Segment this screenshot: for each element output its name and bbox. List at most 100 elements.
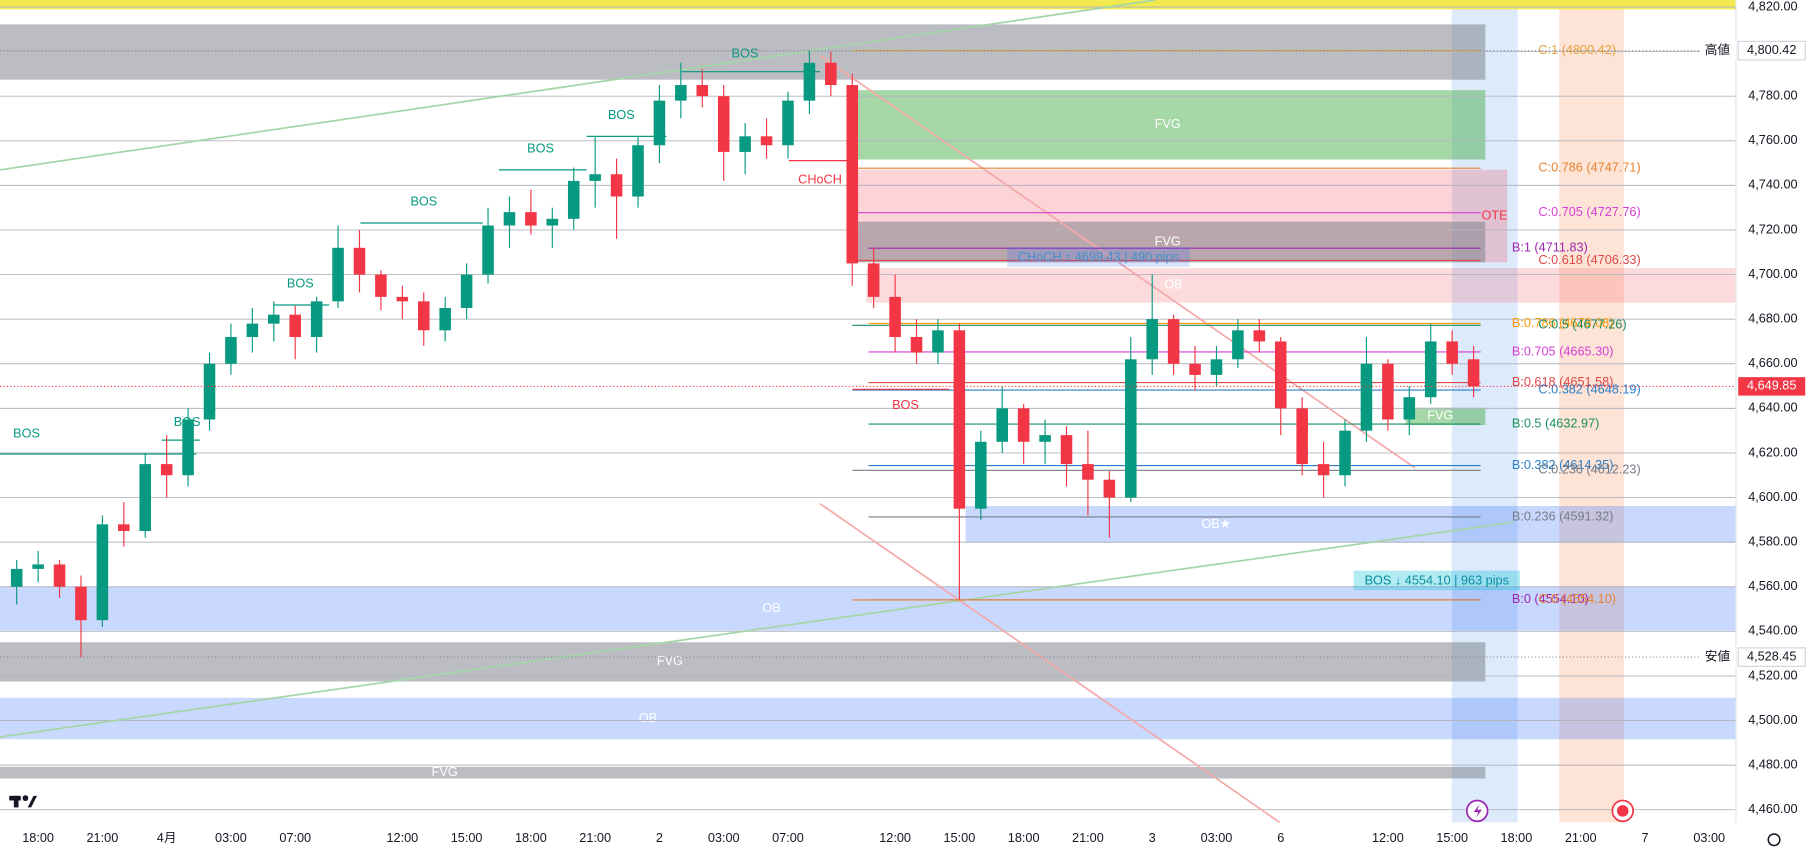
x-tick-label: 03:00	[215, 831, 247, 845]
x-tick-label: 15:00	[1436, 831, 1468, 845]
x-tick-label: 21:00	[87, 831, 119, 845]
candle-body	[225, 337, 237, 364]
y-tick-label: 4,520.00	[1748, 668, 1797, 682]
structure-label: BOS	[732, 47, 759, 61]
candle-body	[1403, 397, 1416, 420]
candle-body	[696, 85, 709, 97]
x-tick-label: 18:00	[22, 831, 54, 845]
zones: FVG OTE FVG OB OB★ OB FVG OB FVG FVG	[0, 24, 1736, 779]
trend-line	[819, 502, 1281, 824]
candle-body	[203, 363, 216, 420]
event-icon-glyph	[1473, 803, 1482, 818]
y-tick-label: 4,780.00	[1748, 89, 1797, 103]
fib-label: B:0.236 (4591.32)	[1512, 509, 1614, 523]
zone-label: OB	[1164, 278, 1182, 292]
zone-label: OTE	[1481, 208, 1507, 222]
structure-label: BOS	[287, 277, 314, 291]
marker-text: 高値	[1705, 42, 1731, 57]
grid	[0, 6, 1736, 811]
session-band	[1559, 0, 1624, 823]
info-box	[1007, 247, 1190, 267]
fib-label: C:1 (4800.42)	[1538, 43, 1616, 57]
candle-body	[1296, 408, 1308, 465]
y-tick-label: 4,580.00	[1748, 535, 1797, 549]
x-tick-label: 18:00	[1008, 831, 1040, 845]
candle-body	[268, 314, 280, 324]
candle-body	[460, 274, 473, 309]
candle-body	[1017, 408, 1030, 442]
settings-icon[interactable]	[1767, 833, 1781, 847]
x-tick-label: 07:00	[279, 831, 311, 845]
candle-body	[246, 323, 259, 338]
candle-body	[1146, 319, 1158, 360]
candle-body	[632, 145, 644, 197]
candle-body	[118, 524, 130, 531]
y-tick-label: 4,460.00	[1748, 802, 1797, 816]
x-tick-label: 21:00	[1072, 831, 1104, 845]
candle-body	[53, 564, 66, 587]
candles	[10, 50, 1480, 658]
x-tick-label: 6	[1277, 831, 1284, 845]
structure-label: CHoCH	[798, 173, 842, 187]
y-tick-label: 4,820.00	[1748, 0, 1797, 13]
zone-label: OB	[639, 711, 657, 725]
fib-label: C:0.786 (4747.71)	[1538, 161, 1640, 175]
fib-label: C:0 (4554.10)	[1538, 592, 1616, 606]
x-tick-label: 12:00	[879, 831, 911, 845]
marker-box	[1737, 40, 1806, 61]
y-tick-label: 4,620.00	[1748, 445, 1797, 459]
fib-label: C:0.236 (4612.23)	[1538, 463, 1640, 477]
candle-body	[953, 330, 966, 509]
event-icon-glyph	[1616, 805, 1629, 817]
candle-body	[289, 314, 301, 338]
fib-label: B:0.705 (4665.30)	[1512, 344, 1614, 358]
candle-body	[1232, 330, 1244, 360]
trend-line	[819, 54, 1416, 469]
x-tick-label: 15:00	[451, 831, 483, 845]
candle-body	[1317, 464, 1330, 476]
zone	[852, 221, 1486, 263]
x-tick-label: 03:00	[1201, 831, 1233, 845]
x-tick-label: 7	[1641, 831, 1648, 845]
zone	[0, 766, 1486, 779]
top-band	[0, 0, 1736, 10]
structure-label: BOS	[13, 427, 40, 441]
candle-body	[975, 441, 987, 509]
fib-label: C:0.705 (4727.76)	[1538, 205, 1640, 219]
fib-label: B:0.618 (4651.58)	[1512, 375, 1614, 389]
x-tick-label: 21:00	[579, 831, 611, 845]
fib-label: B:0 (4554.10)	[1512, 592, 1589, 606]
candle-body	[996, 408, 1009, 442]
price-axis	[1735, 0, 1811, 856]
candle-body	[310, 301, 323, 338]
candle-body	[1446, 341, 1458, 364]
zone	[0, 697, 1736, 740]
y-tick-label: 4,540.00	[1748, 624, 1797, 638]
candle-body	[1339, 430, 1351, 476]
candle-body	[803, 62, 816, 101]
candle-body	[96, 524, 109, 621]
zone	[852, 90, 1486, 160]
candle-body	[1210, 359, 1223, 375]
candle-body	[889, 296, 901, 338]
marker-label: 4,528.45	[1747, 649, 1796, 663]
x-tick-label: 18:00	[1501, 831, 1533, 845]
candle-body	[610, 174, 623, 197]
fib-label: B:0.382 (4614.35)	[1512, 458, 1614, 472]
zone-label: FVG	[1427, 409, 1453, 423]
candle-body	[1467, 359, 1480, 387]
y-tick-label: 4,720.00	[1748, 222, 1797, 236]
zone	[0, 586, 1736, 631]
structure-label: BOS	[410, 195, 437, 209]
candle-body	[439, 308, 451, 331]
fib-label: B:0.786 (4678.08)	[1512, 316, 1614, 330]
tradingview-logo	[9, 795, 37, 808]
zone-label: OB	[762, 601, 780, 615]
candle-body	[10, 568, 23, 587]
y-tick-label: 4,680.00	[1748, 312, 1797, 326]
zone-label: FVG	[1155, 117, 1181, 131]
marker-label: 4,800.42	[1747, 43, 1796, 57]
y-tick-label: 4,700.00	[1748, 267, 1797, 281]
